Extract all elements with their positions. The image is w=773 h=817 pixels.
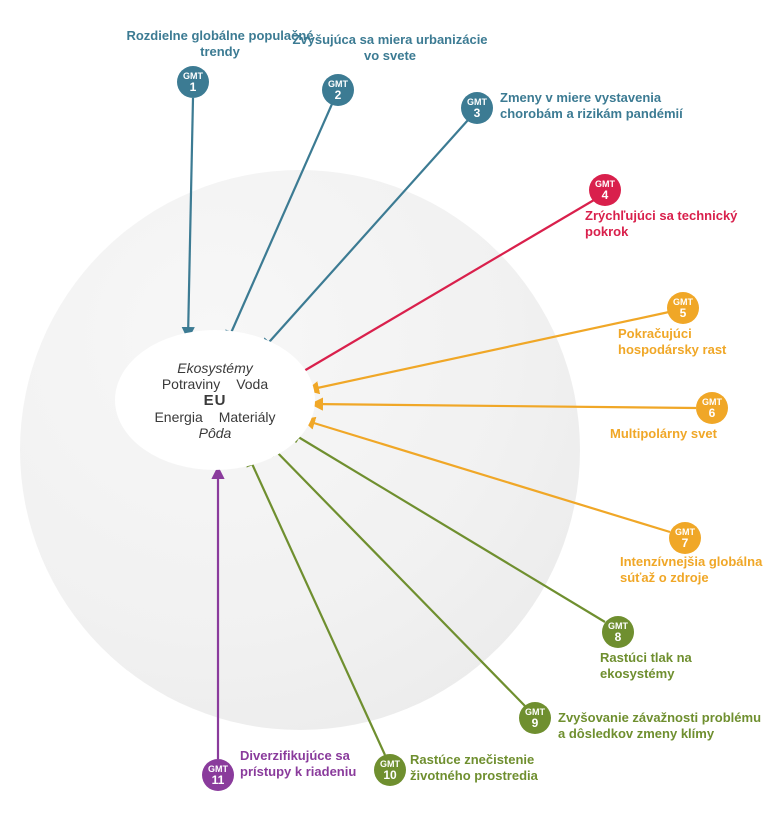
gmt-dot-4: GMT4 (589, 174, 621, 206)
gmt-badge-num: 1 (190, 81, 197, 93)
gmt-dot-6: GMT6 (696, 392, 728, 424)
gmt-label-9: Zvyšovanie závažnosti problému a dôsledk… (558, 710, 763, 743)
globe-background (20, 170, 580, 730)
gmt-label-11: Diverzifikujúce sa prístupy k riadeniu (240, 748, 390, 781)
center-r2b: Materiály (219, 409, 276, 425)
center-eu: EU (115, 392, 315, 409)
gmt-dot-2: GMT2 (322, 74, 354, 106)
center-eu-oval: EkosystémyPotraviny VodaEUEnergia Materiál… (115, 330, 315, 470)
gmt-label-2: Zvyšujúca sa miera urbanizácie vo svete (290, 32, 490, 65)
center-top: Ekosystémy (115, 360, 315, 376)
gmt-dot-3: GMT3 (461, 92, 493, 124)
gmt-label-10: Rastúce znečistenie životného prostredia (410, 752, 590, 785)
gmt-dot-1: GMT1 (177, 66, 209, 98)
gmt-badge-num: 6 (709, 407, 716, 419)
gmt-dot-8: GMT8 (602, 616, 634, 648)
gmt-label-4: Zrýchľujúci sa technický pokrok (585, 208, 755, 241)
gmt-label-8: Rastúci tlak na ekosystémy (600, 650, 760, 683)
gmt-badge-num: 7 (682, 537, 689, 549)
gmt-badge-num: 3 (474, 107, 481, 119)
gmt-badge-num: 5 (680, 307, 687, 319)
gmt-badge-num: 8 (615, 631, 622, 643)
gmt-badge-num: 4 (602, 189, 609, 201)
center-r2a: Energia (154, 409, 202, 425)
gmt-dot-7: GMT7 (669, 522, 701, 554)
gmt-label-3: Zmeny v miere vystavenia chorobám a rizi… (500, 90, 710, 123)
gmt-label-7: Intenzívnejšia globálna súťaž o zdroje (620, 554, 770, 587)
gmt-label-6: Multipolárny svet (610, 426, 770, 442)
gmt-badge-num: 11 (212, 774, 225, 786)
center-r1b: Voda (236, 376, 268, 392)
gmt-badge-num: 9 (532, 717, 539, 729)
center-bottom: Pôda (115, 425, 315, 441)
gmt-dot-9: GMT9 (519, 702, 551, 734)
gmt-dot-5: GMT5 (667, 292, 699, 324)
gmt-dot-11: GMT11 (202, 759, 234, 791)
center-r1a: Potraviny (162, 376, 220, 392)
gmt-label-5: Pokračujúci hospodársky rast (618, 326, 768, 359)
gmt-badge-num: 2 (335, 89, 342, 101)
